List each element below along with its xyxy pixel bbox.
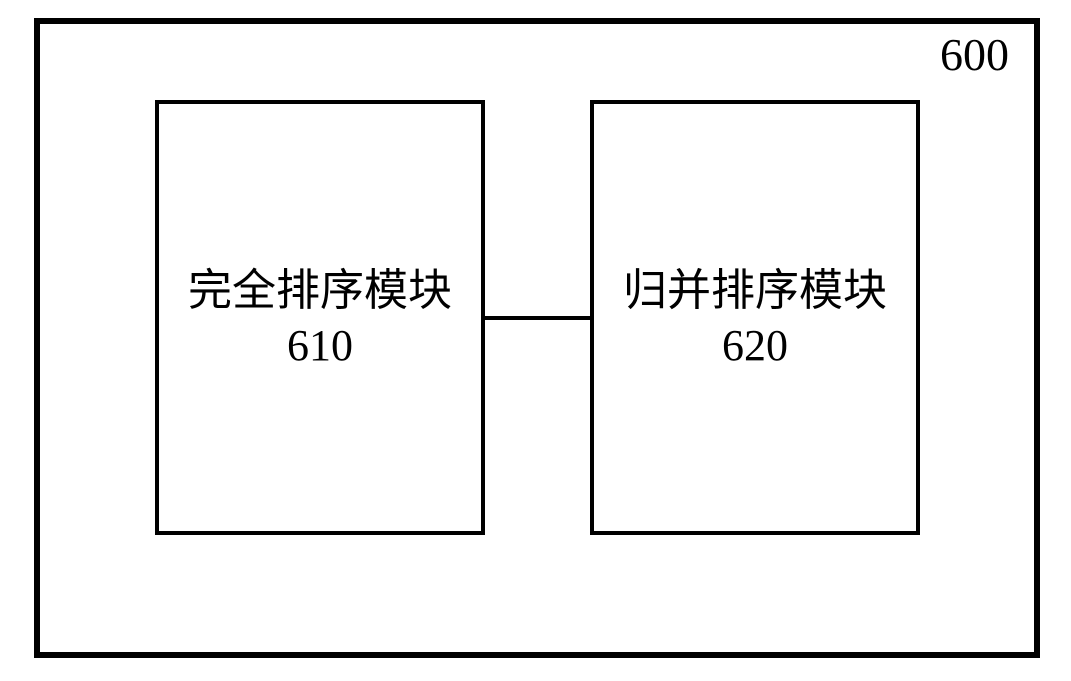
module-complete-sort-label: 完全排序模块 bbox=[188, 263, 452, 318]
module-complete-sort-number: 610 bbox=[287, 318, 353, 373]
connector-line bbox=[485, 316, 590, 320]
module-complete-sort: 完全排序模块 610 bbox=[155, 100, 485, 535]
module-merge-sort-number: 620 bbox=[722, 318, 788, 373]
outer-container-label: 600 bbox=[940, 28, 1009, 81]
module-merge-sort: 归并排序模块 620 bbox=[590, 100, 920, 535]
module-merge-sort-label: 归并排序模块 bbox=[623, 263, 887, 318]
diagram-canvas: 600 完全排序模块 610 归并排序模块 620 bbox=[0, 0, 1071, 681]
